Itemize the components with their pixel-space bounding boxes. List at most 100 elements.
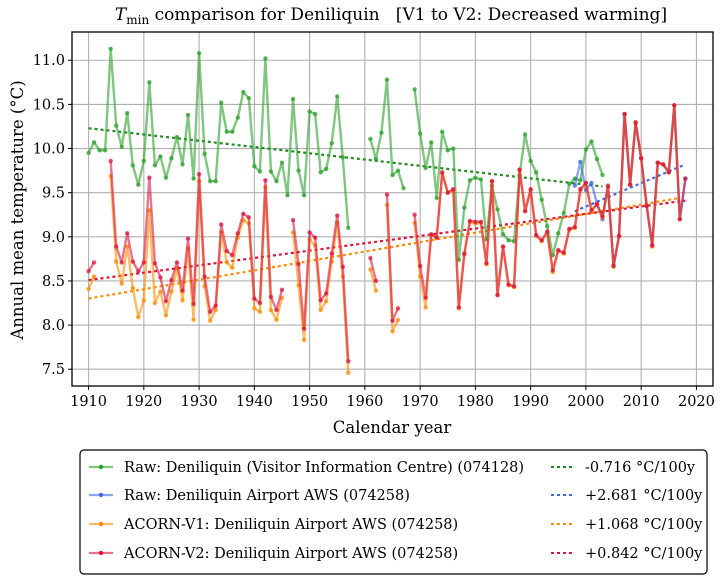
data-point [174, 134, 180, 140]
data-point [589, 208, 594, 213]
data-point [335, 94, 340, 99]
data-point [428, 140, 434, 145]
data-point [556, 247, 561, 253]
data-point [246, 96, 252, 101]
data-point [683, 176, 688, 181]
data-point [384, 192, 390, 197]
data-point [307, 109, 312, 114]
x-tick-label: 1960 [346, 394, 383, 410]
legend-box [79, 449, 708, 575]
series-1 [86, 46, 605, 262]
series-line [369, 257, 378, 282]
data-point [467, 178, 473, 183]
legend-label: ACORN-V2: Deniliquin Airport AWS (074258… [123, 546, 458, 562]
data-point [274, 307, 279, 313]
data-point [114, 244, 119, 249]
trend-line [88, 196, 681, 300]
data-point [445, 190, 450, 195]
data-point [318, 298, 323, 303]
data-point [589, 139, 594, 144]
data-point [152, 261, 158, 266]
data-point [423, 305, 428, 310]
x-tick-label: 2000 [567, 394, 604, 410]
data-point [489, 178, 495, 184]
data-point [412, 212, 417, 217]
data-point [545, 224, 550, 229]
legend-label: +2.681 °C/100y [585, 488, 703, 504]
data-point [368, 255, 373, 261]
data-point [130, 285, 135, 291]
data-point [241, 89, 246, 95]
legend-label: Raw: Deniliquin (Visitor Information Cen… [124, 460, 524, 476]
data-point [440, 129, 445, 134]
data-point [594, 201, 600, 207]
legend-label: Raw: Deniliquin Airport AWS (074258) [124, 488, 410, 504]
data-point [401, 186, 406, 191]
data-point [174, 260, 180, 265]
data-point [158, 275, 163, 280]
data-point [373, 288, 379, 293]
data-point [230, 265, 235, 270]
x-axis-ticks: 1910 1920 1930 1940 1950 1960 1970 1980 1990 2000… [70, 386, 715, 410]
data-point [572, 224, 578, 230]
legend-item-trend: +2.681 °C/100y [551, 488, 703, 504]
data-point [241, 211, 246, 217]
data-point [136, 182, 141, 187]
data-point [451, 146, 456, 151]
data-point [545, 229, 550, 234]
data-point [108, 158, 113, 164]
y-tick-label: 10.5 [33, 97, 65, 113]
data-point [230, 129, 235, 134]
data-point [495, 207, 500, 212]
data-point [213, 178, 218, 184]
data-point [379, 130, 384, 135]
data-point [180, 162, 185, 167]
x-tick-label: 1910 [70, 394, 107, 410]
trend-line [574, 163, 686, 213]
x-tick-label: 1990 [512, 394, 549, 410]
data-point [390, 318, 395, 323]
data-point [152, 300, 158, 306]
data-point [373, 156, 379, 162]
data-point [180, 288, 185, 293]
data-point [434, 195, 439, 201]
data-point [136, 269, 141, 274]
data-point [390, 172, 395, 178]
x-tick-label: 1950 [291, 394, 328, 410]
data-point [114, 259, 119, 264]
y-tick-label: 10.0 [33, 142, 65, 158]
data-point [279, 160, 285, 165]
data-point [202, 151, 207, 157]
data-point [224, 248, 229, 254]
data-point [97, 148, 102, 153]
data-point [368, 267, 373, 272]
data-point [136, 314, 141, 320]
legend-item-trend: -0.716 °C/100y [551, 460, 696, 476]
y-tick-label: 9.5 [42, 186, 65, 202]
data-point [185, 112, 191, 118]
data-point [329, 141, 334, 146]
data-point [605, 184, 611, 189]
data-point [213, 303, 218, 308]
series-4 [86, 103, 688, 364]
data-point [191, 301, 196, 307]
data-point [191, 317, 196, 322]
data-point [196, 171, 202, 177]
data-point [252, 163, 257, 169]
data-point [511, 284, 517, 289]
data-point [412, 87, 417, 92]
data-point [506, 238, 511, 243]
data-point [125, 231, 130, 236]
trend-line [88, 127, 603, 188]
data-point [572, 183, 578, 188]
data-point [467, 218, 473, 224]
data-point [583, 180, 589, 186]
data-point [257, 169, 263, 174]
data-point [528, 186, 533, 192]
data-point [583, 147, 589, 152]
data-point [130, 163, 135, 168]
data-point [500, 231, 506, 237]
data-point [235, 231, 240, 236]
x-tick-label: 1920 [125, 394, 162, 410]
data-point [268, 294, 274, 300]
